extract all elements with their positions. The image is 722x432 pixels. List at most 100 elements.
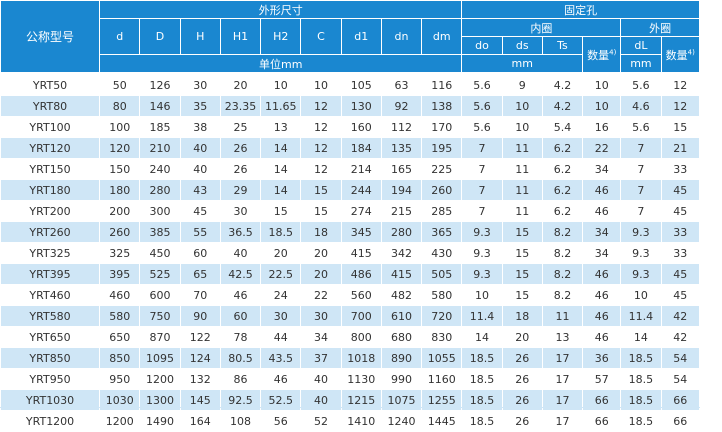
cell-dm: 505 <box>421 263 463 285</box>
cell-dL: 4.6 <box>620 95 662 117</box>
cell-dn: 482 <box>380 284 423 306</box>
cell-C: 18 <box>300 221 342 243</box>
cell-inner-count: 46 <box>582 326 622 348</box>
cell-model: YRT1200 <box>0 410 101 432</box>
cell-inner-count: 10 <box>582 95 622 117</box>
cell-do: 5.6 <box>461 95 503 117</box>
cell-H1: 86 <box>219 368 262 390</box>
cell-model: YRT50 <box>0 72 101 96</box>
cell-do: 18.5 <box>461 410 503 432</box>
cell-model: YRT200 <box>0 200 101 222</box>
cell-H2: 56 <box>260 410 302 432</box>
cell-Ts: 6.2 <box>541 179 584 201</box>
cell-H1: 25 <box>219 116 262 138</box>
cell-d: 1200 <box>99 410 141 432</box>
col-header-ds: ds <box>501 36 543 55</box>
cell-inner-count: 46 <box>582 179 622 201</box>
cell-Ts: 8.2 <box>541 221 584 243</box>
cell-ds: 11 <box>501 200 543 222</box>
cell-dn: 135 <box>380 137 423 159</box>
cell-D: 1200 <box>139 368 181 390</box>
table-row: YRT260 260 385 55 36.5 18.5 18 345 280 365 9.3 15 8.… <box>0 221 701 243</box>
cell-H: 124 <box>179 347 221 369</box>
cell-dm: 1055 <box>421 347 463 369</box>
header-row-3: do ds Ts 数量4) dL 数量4) <box>1 36 701 73</box>
cell-H1: 20 <box>219 72 262 96</box>
table-row: YRT50 50 126 30 20 10 10 105 63 116 5.6 9 4.2 10 5.6 12 <box>0 72 701 96</box>
cell-dn: 194 <box>380 179 423 201</box>
cell-C: 20 <box>300 242 342 264</box>
cell-C: 22 <box>300 284 342 306</box>
cell-ds: 15 <box>501 221 543 243</box>
cell-H: 40 <box>179 137 221 159</box>
col-header-D: D <box>139 18 181 55</box>
cell-dL: 9.3 <box>620 221 662 243</box>
cell-dm: 260 <box>421 179 463 201</box>
cell-ds: 26 <box>501 410 543 432</box>
cell-ds: 9 <box>501 72 543 96</box>
cell-d: 50 <box>99 72 141 96</box>
cell-D: 450 <box>139 242 181 264</box>
cell-H: 60 <box>179 242 221 264</box>
col-header-H2: H2 <box>260 18 302 55</box>
col-header-ts: Ts <box>541 36 584 55</box>
cell-H1: 108 <box>219 410 262 432</box>
header-row-2: d D H H1 H2 C d1 dn dm 内圈 外圈 <box>1 18 700 55</box>
cell-d1: 1130 <box>340 368 382 390</box>
spec-table-container: 公称型号 外形尺寸 固定孔 d D H H1 H2 C d1 dn dm 内圈 … <box>0 0 701 432</box>
cell-dn: 610 <box>380 305 423 327</box>
table-row: YRT580 580 750 90 60 30 30 700 610 720 11.4 18 11 46 1… <box>0 305 701 327</box>
cell-model: YRT260 <box>0 221 101 243</box>
cell-H1: 42.5 <box>219 263 262 285</box>
col-header-d1: d1 <box>340 18 382 55</box>
cell-C: 34 <box>300 326 342 348</box>
cell-dL: 18.5 <box>620 410 662 432</box>
outer-unit-header: mm <box>620 54 662 73</box>
cell-dL: 18.5 <box>620 368 662 390</box>
cell-Ts: 17 <box>541 410 584 432</box>
cell-D: 185 <box>139 116 181 138</box>
cell-d: 120 <box>99 137 141 159</box>
col-header-H: H <box>179 18 221 55</box>
cell-d: 100 <box>99 116 141 138</box>
cell-H: 45 <box>179 200 221 222</box>
col-header-d: d <box>99 18 141 55</box>
cell-H1: 46 <box>219 284 262 306</box>
col-header-H1: H1 <box>219 18 262 55</box>
cell-D: 1300 <box>139 389 181 411</box>
cell-dm: 195 <box>421 137 463 159</box>
col-header-do: do <box>461 36 503 55</box>
cell-Ts: 6.2 <box>541 200 584 222</box>
cell-inner-count: 22 <box>582 137 622 159</box>
cell-dL: 18.5 <box>620 389 662 411</box>
cell-outer-count: 45 <box>660 200 701 222</box>
inner-count-header: 数量4) <box>582 36 622 73</box>
cell-D: 146 <box>139 95 181 117</box>
cell-d1: 800 <box>340 326 382 348</box>
cell-dm: 1445 <box>421 410 463 432</box>
cell-do: 9.3 <box>461 221 503 243</box>
cell-dn: 165 <box>380 158 423 180</box>
cell-D: 300 <box>139 200 181 222</box>
cell-d1: 274 <box>340 200 382 222</box>
cell-C: 52 <box>300 410 342 432</box>
cell-H2: 13 <box>260 116 302 138</box>
cell-H1: 29 <box>219 179 262 201</box>
cell-H2: 18.5 <box>260 221 302 243</box>
cell-outer-count: 12 <box>660 72 701 96</box>
cell-do: 11.4 <box>461 305 503 327</box>
cell-ds: 18 <box>501 305 543 327</box>
cell-C: 40 <box>300 368 342 390</box>
cell-model: YRT1030 <box>0 389 101 411</box>
cell-H2: 20 <box>260 242 302 264</box>
cell-dm: 138 <box>421 95 463 117</box>
cell-Ts: 17 <box>541 389 584 411</box>
cell-dn: 63 <box>380 72 423 96</box>
cell-d1: 345 <box>340 221 382 243</box>
table-row: YRT395 395 525 65 42.5 22.5 20 486 415 505 9.3 15 8.… <box>0 263 701 285</box>
cell-d: 200 <box>99 200 141 222</box>
cell-outer-count: 33 <box>660 242 701 264</box>
cell-H2: 10 <box>260 72 302 96</box>
outer-count-label: 数量 <box>665 48 688 62</box>
cell-H2: 43.5 <box>260 347 302 369</box>
